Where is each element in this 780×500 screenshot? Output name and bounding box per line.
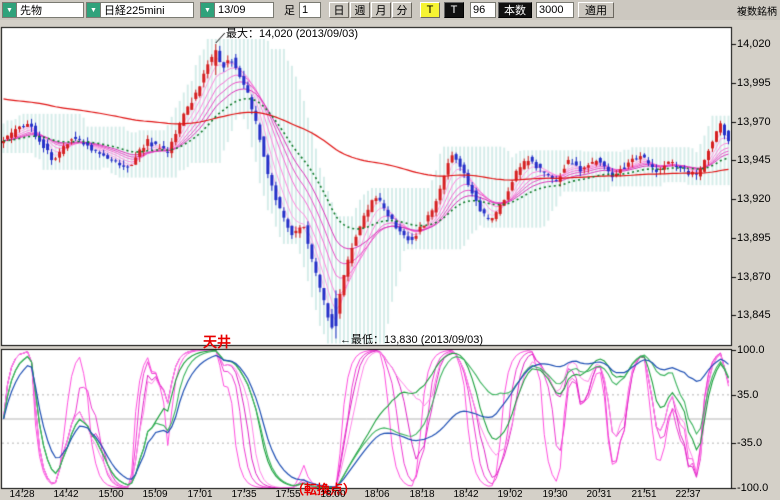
instrument-type-combo[interactable]: ▼ 先物 [2,2,84,18]
multi-symbol-label[interactable]: 複数銘柄 [737,6,777,18]
price-axis-label: 13,845 [737,309,771,321]
period-button-week[interactable]: 週 [350,2,370,18]
time-axis-label: 17:55 [275,489,301,500]
time-axis-label: 18:06 [364,489,390,500]
price-axis-label: 13,945 [737,154,771,166]
apply-button[interactable]: 適用 [578,2,614,18]
time-axis-label: 22:37 [675,489,701,500]
contract-month-combo[interactable]: ▼ 13/09 [200,2,274,18]
time-axis-label: 19:02 [497,489,523,500]
bars-count-input[interactable] [470,2,496,18]
price-axis-label: 13,920 [737,193,771,205]
oscillator-axis-label: -35.0 [737,437,763,449]
time-axis-label: 17:01 [187,489,213,500]
turning-point-annotation: （転換点） [291,482,357,497]
chevron-down-icon[interactable]: ▼ [3,3,17,17]
chevron-down-icon[interactable]: ▼ [201,3,215,17]
tick-chart-button[interactable]: T [420,2,440,18]
time-axis-label: 18:42 [453,489,479,500]
oscillator-axis-label: -100.0 [737,482,769,494]
session-low-annotation: ←最低：13,830 (2013/09/03) [340,334,484,346]
time-axis-label: 15:09 [142,489,168,500]
interval-input[interactable] [299,2,321,18]
price-axis-label: 13,995 [737,77,771,89]
oscillator-axis-label: 35.0 [737,389,759,401]
price-chart-canvas[interactable] [0,20,780,500]
chevron-down-icon[interactable]: ▼ [87,3,101,17]
instrument-type-value: 先物 [20,5,42,17]
ceiling-annotation: 天井 [203,334,231,350]
time-axis-label: 21:51 [631,489,657,500]
oscillator-axis-label: 100.0 [737,344,765,356]
period-button-day[interactable]: 日 [329,2,349,18]
contract-month-value: 13/09 [218,4,246,16]
session-high-annotation: 最大：14,020 (2013/09/03) [226,28,359,40]
period-button-minute[interactable]: 分 [392,2,412,18]
time-axis-label: 15:00 [98,489,124,500]
instrument-combo[interactable]: ▼ 日経225mini [86,2,194,18]
time-axis-label: 14:28 [9,489,35,500]
time-axis-label: 19:30 [542,489,568,500]
tick-chart-button-2[interactable]: T [444,2,464,18]
price-axis-label: 13,970 [737,116,771,128]
price-axis-label: 13,895 [737,232,771,244]
time-axis-label: 18:00 [320,489,346,500]
price-axis-label: 14,020 [737,38,771,50]
time-axis-label: 17:35 [231,489,257,500]
bars-count-button[interactable]: 本数 [498,2,532,18]
range-input[interactable] [536,2,574,18]
period-button-month[interactable]: 月 [371,2,391,18]
time-axis-label: 18:18 [409,489,435,500]
bar-type-label: 足 [284,5,295,17]
time-axis-label: 20:31 [586,489,612,500]
period-button-group: 日週月分 [329,2,412,18]
price-axis-label: 13,870 [737,271,771,283]
instrument-value: 日経225mini [104,5,165,17]
time-axis-label: 14:42 [53,489,79,500]
